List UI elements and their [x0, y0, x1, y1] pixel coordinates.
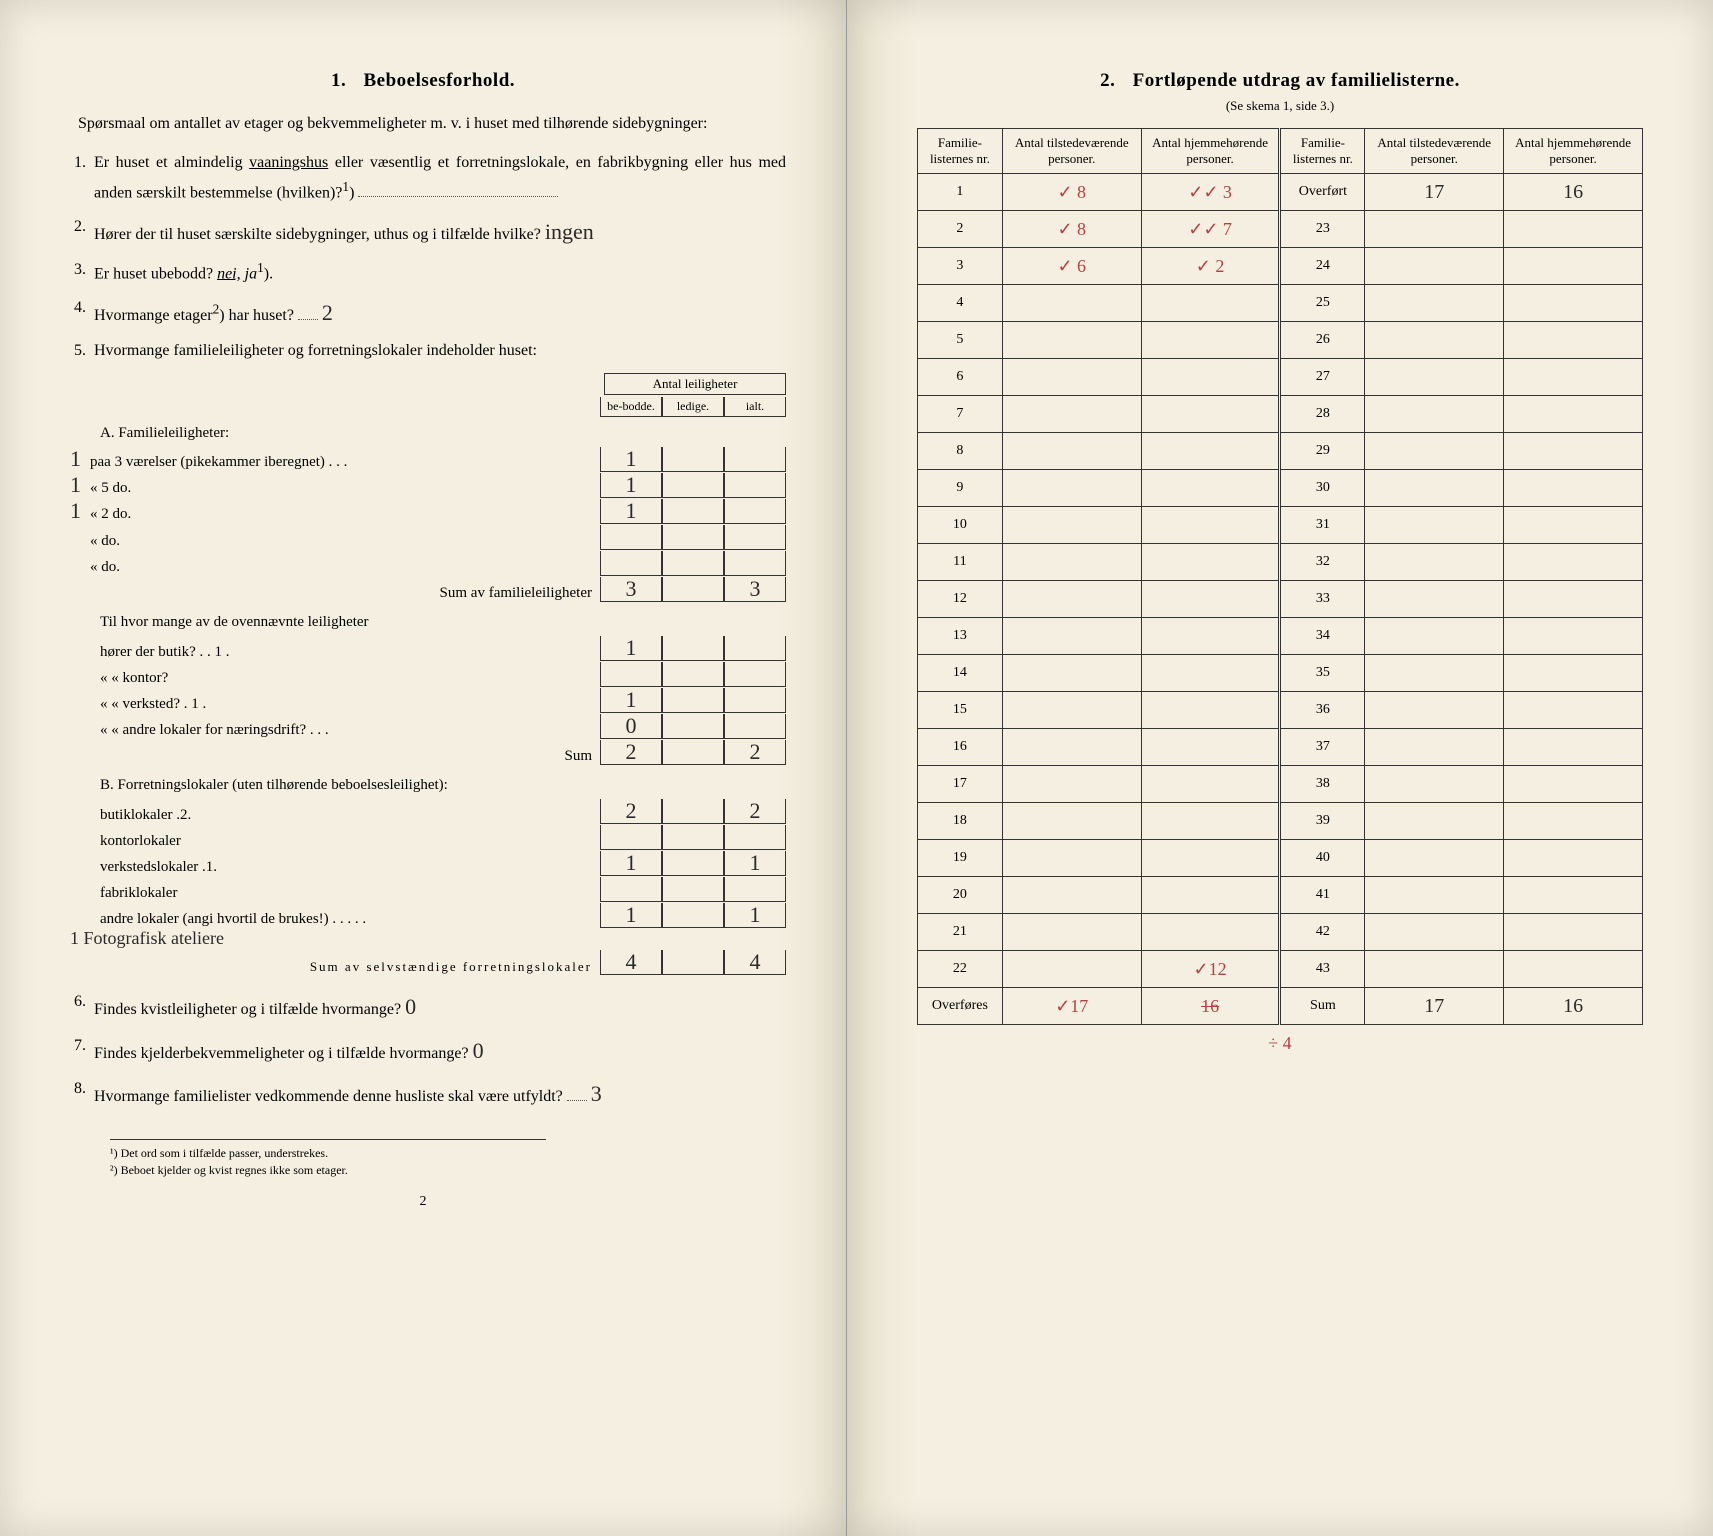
table-row: kontorlokaler: [100, 824, 786, 850]
leiligheter-table: Antal leiligheter be-bodde. ledige. ialt…: [100, 373, 786, 975]
table-row: 21 42: [918, 914, 1643, 951]
table-row: « « kontor?: [100, 661, 786, 687]
right-title-text: Fortløpende utdrag av familielisterne.: [1133, 70, 1460, 91]
table-row: butiklokaler .2. 2 2: [100, 798, 786, 824]
table-row: 1 ✓ 8 ✓✓ 3 Overført 17 16: [918, 174, 1643, 211]
q6: 6. Findes kvistleiligheter og i tilfælde…: [60, 989, 786, 1024]
right-title-num: 2.: [1100, 70, 1115, 91]
table-row: 2 ✓ 8 ✓✓ 7 23: [918, 211, 1643, 248]
table-row: 1« 2 do. 1: [100, 498, 786, 524]
b-sum-row: Sum av selvstændige forretningslokaler 4…: [100, 949, 786, 975]
section-a-label: A. Familieleiligheter:: [100, 425, 786, 442]
table-row: 13 34: [918, 618, 1643, 655]
q4: 4. Hvormange etager2) har huset? 2: [60, 295, 786, 330]
q4-answer: 2: [322, 295, 333, 330]
table-row: 9 30: [918, 470, 1643, 507]
table-row: 8 29: [918, 433, 1643, 470]
a-sum-row: Sum av familieleiligheter 3 3: [100, 576, 786, 602]
table-row: « do.: [100, 524, 786, 550]
col-h5: Antal tilstedeværende personer.: [1365, 129, 1504, 174]
footnote-2: ²) Beboet kjelder og kvist regnes ikke s…: [110, 1163, 546, 1178]
table-row: 1« 5 do. 1: [100, 472, 786, 498]
col-h1: Familie-listernes nr.: [918, 129, 1003, 174]
table-row: hører der butik? . . 1 . 1: [100, 635, 786, 661]
table-row: 18 39: [918, 803, 1643, 840]
family-table: Familie-listernes nr. Antal tilstedevære…: [917, 128, 1643, 1025]
q2-answer: ingen: [545, 214, 594, 249]
table-row: 6 27: [918, 359, 1643, 396]
questions-6-8: 6. Findes kvistleiligheter og i tilfælde…: [60, 989, 786, 1111]
footnotes: ¹) Det ord som i tilfælde passer, unders…: [110, 1139, 546, 1178]
left-title: 1. Beboelsesforhold.: [60, 70, 786, 92]
q2: 2. Hører der til huset særskilte sidebyg…: [60, 214, 786, 249]
table-row: 11 32: [918, 544, 1643, 581]
left-title-num: 1.: [331, 70, 346, 91]
table-row: verkstedslokaler .1. 1 1: [100, 850, 786, 876]
table-row: 17 38: [918, 766, 1643, 803]
a2-intro: Til hvor mange av de ovennævnte leilighe…: [100, 614, 786, 631]
table-row: 19 40: [918, 840, 1643, 877]
left-title-text: Beboelsesforhold.: [363, 70, 515, 91]
col-h6: Antal hjemmehørende personer.: [1504, 129, 1643, 174]
q8-answer: 3: [591, 1076, 602, 1111]
table-row: 22 ✓12 43: [918, 951, 1643, 988]
table-row: 20 41: [918, 877, 1643, 914]
page-number: 2: [60, 1194, 786, 1210]
col-h2: Antal tilstedeværende personer.: [1002, 129, 1141, 174]
table-row: 7 28: [918, 396, 1643, 433]
question-list: 1. Er huset et almindelig vaaningshus el…: [60, 150, 786, 363]
footnote-1: ¹) Det ord som i tilfælde passer, unders…: [110, 1146, 546, 1161]
table-row: « « andre lokaler for næringsdrift? . . …: [100, 713, 786, 739]
table-row: 3 ✓ 6 ✓ 2 24: [918, 248, 1643, 285]
q6-answer: 0: [405, 989, 416, 1024]
right-title: 2. Fortløpende utdrag av familielisterne…: [917, 70, 1643, 92]
col-h4: Familie-listernes nr.: [1280, 129, 1365, 174]
table-row: 1paa 3 værelser (pikekammer iberegnet) .…: [100, 446, 786, 472]
table-row: 10 31: [918, 507, 1643, 544]
table-row: 15 36: [918, 692, 1643, 729]
q1: 1. Er huset et almindelig vaaningshus el…: [60, 150, 786, 206]
table-row: 5 26: [918, 322, 1643, 359]
table-row: 4 25: [918, 285, 1643, 322]
table-row: fabriklokaler: [100, 876, 786, 902]
q3: 3. Er huset ubebodd? nei, ja1).: [60, 257, 786, 287]
table-row: 16 37: [918, 729, 1643, 766]
table-row: « « verksted? . 1 . 1: [100, 687, 786, 713]
book-spread: 1. Beboelsesforhold. Spørsmaal om antall…: [0, 0, 1713, 1536]
col-h3: Antal hjemmehørende personer.: [1141, 129, 1280, 174]
table-row: andre lokaler (angi hvortil de brukes!) …: [100, 902, 786, 928]
intro-text: Spørsmaal om antallet av etager og bekve…: [60, 112, 786, 136]
b-handwritten-note: 1 Fotografisk ateliere: [70, 928, 224, 949]
table-row: 12 33: [918, 581, 1643, 618]
q7: 7. Findes kjelderbekvemmeligheter og i t…: [60, 1033, 786, 1068]
below-correction: ÷ 4: [917, 1033, 1643, 1054]
table-row: 14 35: [918, 655, 1643, 692]
q7-answer: 0: [473, 1033, 484, 1068]
a2-sum-row: Sum 2 2: [100, 739, 786, 765]
overfores-row: Overføres ✓17 16 Sum 17 16: [918, 988, 1643, 1025]
section-b-label: B. Forretningslokaler (uten tilhørende b…: [100, 777, 786, 794]
q5: 5. Hvormange familieleiligheter og forre…: [60, 338, 786, 364]
table-row: « do.: [100, 550, 786, 576]
q8: 8. Hvormange familielister vedkommende d…: [60, 1076, 786, 1111]
right-subnote: (Se skema 1, side 3.): [917, 98, 1643, 114]
left-page: 1. Beboelsesforhold. Spørsmaal om antall…: [0, 0, 847, 1536]
right-page: 2. Fortløpende utdrag av familielisterne…: [847, 0, 1713, 1536]
lt-header: Antal leiligheter: [604, 373, 786, 395]
